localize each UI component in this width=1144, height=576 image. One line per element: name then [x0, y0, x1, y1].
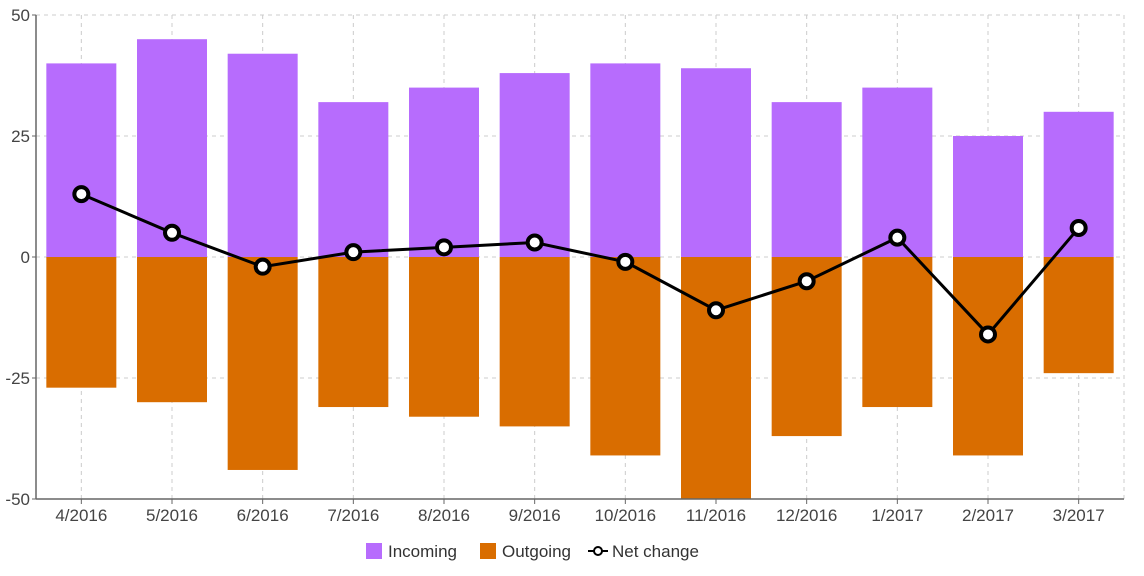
- legend-swatch: [366, 543, 382, 559]
- bar-incoming-9-2016[interactable]: [499, 73, 570, 257]
- net-change-point-11-2016[interactable]: [707, 301, 725, 320]
- bar-incoming-5-2016[interactable]: [137, 39, 207, 258]
- bar-incoming-10-2016[interactable]: [590, 63, 661, 258]
- bar-incoming-6-2016[interactable]: [227, 53, 298, 257]
- net-change-point-10-2016[interactable]: [616, 252, 635, 271]
- bar-outgoing-8-2016[interactable]: [409, 257, 479, 417]
- bar-outgoing-10-2016[interactable]: [590, 257, 661, 456]
- bar-outgoing-5-2016[interactable]: [137, 257, 207, 403]
- bars: [46, 39, 1114, 499]
- bar-incoming-8-2016[interactable]: [409, 87, 479, 257]
- x-tick-label: 11/2016: [686, 506, 746, 525]
- legend-swatch: [480, 543, 496, 559]
- tick-labels: 50 25 0 -25 -50 4/2016 5/2016 6/2016 7/2016 8/201…: [5, 6, 1104, 525]
- x-tick-label: 8/2016: [418, 506, 470, 525]
- x-tick-label: 5/2016: [146, 506, 198, 525]
- net-change-line: [72, 185, 1088, 344]
- legend-marker: [593, 546, 603, 556]
- legend-item-net-change[interactable]: Net change: [588, 542, 699, 561]
- bar-incoming-12-2016[interactable]: [771, 102, 842, 258]
- legend-item-incoming[interactable]: Incoming: [366, 542, 457, 561]
- net-change-point-2-2017[interactable]: [979, 325, 997, 344]
- net-change-point-8-2016[interactable]: [435, 238, 453, 257]
- net-change-point-5-2016[interactable]: [163, 223, 181, 242]
- bar-outgoing-7-2016[interactable]: [318, 257, 389, 408]
- bar-incoming-4-2016[interactable]: [46, 63, 117, 258]
- legend: Incoming Outgoing Net change: [366, 542, 699, 561]
- net-change-point-6-2016[interactable]: [253, 257, 272, 276]
- net-change-path: [80, 192, 1080, 337]
- net-change-point-12-2016[interactable]: [797, 272, 816, 291]
- y-tick-label: -50: [5, 490, 30, 509]
- legend-label: Outgoing: [502, 542, 571, 561]
- bar-incoming-2-2017[interactable]: [953, 136, 1023, 257]
- legend-label: Incoming: [388, 542, 457, 561]
- x-tick-label: 12/2016: [776, 506, 837, 525]
- y-tick-label: 50: [11, 6, 30, 25]
- x-tick-label: 1/2017: [871, 506, 923, 525]
- y-tick-label: 0: [21, 248, 30, 267]
- net-change-point-7-2016[interactable]: [344, 243, 363, 262]
- bar-outgoing-6-2016[interactable]: [227, 257, 298, 470]
- net-change-point-3-2017[interactable]: [1069, 218, 1088, 237]
- x-tick-label: 7/2016: [327, 506, 379, 525]
- bar-outgoing-11-2016[interactable]: [681, 257, 751, 499]
- net-change-point-1-2017[interactable]: [888, 228, 907, 247]
- x-tick-label: 3/2017: [1053, 506, 1105, 525]
- legend-label: Net change: [612, 542, 699, 561]
- net-change-point-4-2016[interactable]: [72, 185, 91, 204]
- bar-outgoing-4-2016[interactable]: [46, 257, 117, 388]
- bar-outgoing-9-2016[interactable]: [499, 257, 570, 427]
- bar-incoming-11-2016[interactable]: [681, 68, 751, 258]
- x-tick-label: 4/2016: [55, 506, 107, 525]
- bar-outgoing-3-2017[interactable]: [1043, 257, 1114, 374]
- axes: [32, 14, 1124, 504]
- legend-item-outgoing[interactable]: Outgoing: [480, 542, 571, 561]
- y-tick-label: -25: [5, 369, 30, 388]
- x-tick-label: 9/2016: [509, 506, 561, 525]
- y-tick-label: 25: [11, 127, 30, 146]
- bar-outgoing-1-2017[interactable]: [862, 257, 933, 408]
- bar-incoming-7-2016[interactable]: [318, 102, 389, 258]
- x-tick-label: 6/2016: [237, 506, 289, 525]
- x-tick-label: 2/2017: [962, 506, 1014, 525]
- bar-outgoing-2-2017[interactable]: [953, 257, 1023, 456]
- net-change-point-9-2016[interactable]: [525, 233, 544, 252]
- x-tick-label: 10/2016: [595, 506, 656, 525]
